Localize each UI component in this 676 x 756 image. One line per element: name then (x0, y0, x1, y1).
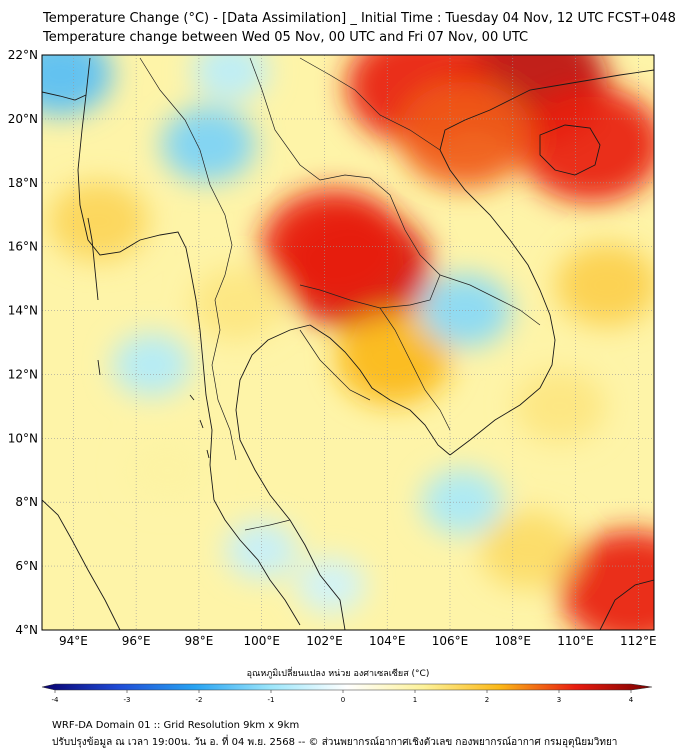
coast-myanmar-west (77, 57, 215, 501)
colorbar-title: อุณหภูมิเปลี่ยนแปลง หน่วย องศาเซลเซียส (… (246, 669, 430, 679)
coast-sumatra (42, 499, 121, 630)
lon-label: 110°E (557, 634, 594, 648)
title-line-1: Temperature Change (°C) - [Data Assimila… (43, 11, 676, 26)
field-anomaly-15 (192, 55, 269, 102)
colorbar-tick-label: 2 (485, 696, 489, 704)
field-anomaly-19 (479, 511, 577, 589)
coastlines (42, 57, 654, 630)
lon-label: 98°E (184, 634, 213, 648)
field-anomaly-4 (518, 86, 654, 203)
country-borders (139, 57, 541, 531)
colorbar-tick-label: -2 (196, 696, 203, 704)
lat-label: 16°N (8, 240, 38, 254)
field-anomaly-17 (191, 267, 283, 341)
lon-label: 94°E (59, 634, 88, 648)
field-anomaly-8 (161, 106, 256, 183)
lon-label: 102°E (306, 634, 343, 648)
coast-andaman (87, 217, 101, 376)
colorbar-tick-label: -1 (268, 696, 275, 704)
lat-label: 14°N (8, 304, 38, 318)
colorbar-tick-label: 4 (629, 696, 634, 704)
lat-label: 12°N (8, 367, 38, 381)
field-anomaly-7 (336, 312, 452, 405)
footer-line-1: WRF-DA Domain 01 :: Grid Resolution 9km … (52, 720, 300, 731)
coast-cambodia (309, 324, 451, 456)
colorbar-tick-label: -4 (52, 696, 60, 704)
colorbar-tick-label: 3 (557, 696, 561, 704)
title-line-2: Temperature change between Wed 05 Nov, 0… (43, 30, 529, 45)
latitude-labels: 22°N 20°N 18°N 16°N 14°N 12°N 10°N 8°N 6°N 4°N (8, 48, 38, 637)
field-anomaly-6 (559, 530, 654, 630)
colorbar-tick-label: 1 (413, 696, 417, 704)
coast-hainan (539, 124, 601, 176)
lon-label: 106°E (432, 634, 469, 648)
coast-borneo (599, 579, 654, 630)
coast-bangladesh (42, 91, 87, 101)
longitude-labels: 94°E 96°E 98°E 100°E 102°E 104°E 106°E 108°E 110… (59, 634, 657, 648)
field-anomaly-16 (48, 181, 149, 262)
field-anomaly-5 (399, 81, 533, 189)
lat-label: 8°N (15, 495, 38, 509)
lon-label: 104°E (369, 634, 406, 648)
lon-label: 112°E (620, 634, 657, 648)
colorbar-tick-label: 0 (341, 696, 345, 704)
lon-label: 108°E (495, 634, 532, 648)
lat-label: 10°N (8, 431, 38, 445)
colorbar-tick-label: -3 (124, 696, 131, 704)
field-anomaly-18 (514, 369, 606, 443)
coast-vietnam-south (439, 69, 654, 456)
field-anomaly-21 (555, 243, 654, 327)
field-anomaly-9 (42, 55, 113, 116)
temperature-field (42, 55, 654, 630)
lat-label: 22°N (8, 48, 38, 62)
coast-malay-west (213, 499, 301, 626)
footer-line-2: ปรับปรุงข้อมูล ณ เวลา 19:00น. วัน อ. ที่… (52, 737, 618, 748)
lat-label: 20°N (8, 112, 38, 126)
field-anomaly-20 (126, 437, 209, 504)
lat-label: 4°N (15, 623, 38, 637)
lon-label: 96°E (122, 634, 151, 648)
map-frame-border (41, 54, 655, 631)
field-anomaly-14 (295, 557, 366, 614)
colorbar: -4 -3 -2 -1 0 1 2 3 4 (41, 683, 653, 704)
lon-label: 100°E (243, 634, 280, 648)
coast-malay-east (235, 324, 346, 630)
lat-label: 6°N (15, 559, 38, 573)
lat-label: 18°N (8, 176, 38, 190)
field-anomaly-11 (112, 333, 192, 397)
coast-islands (189, 394, 210, 459)
graticule (42, 55, 654, 630)
